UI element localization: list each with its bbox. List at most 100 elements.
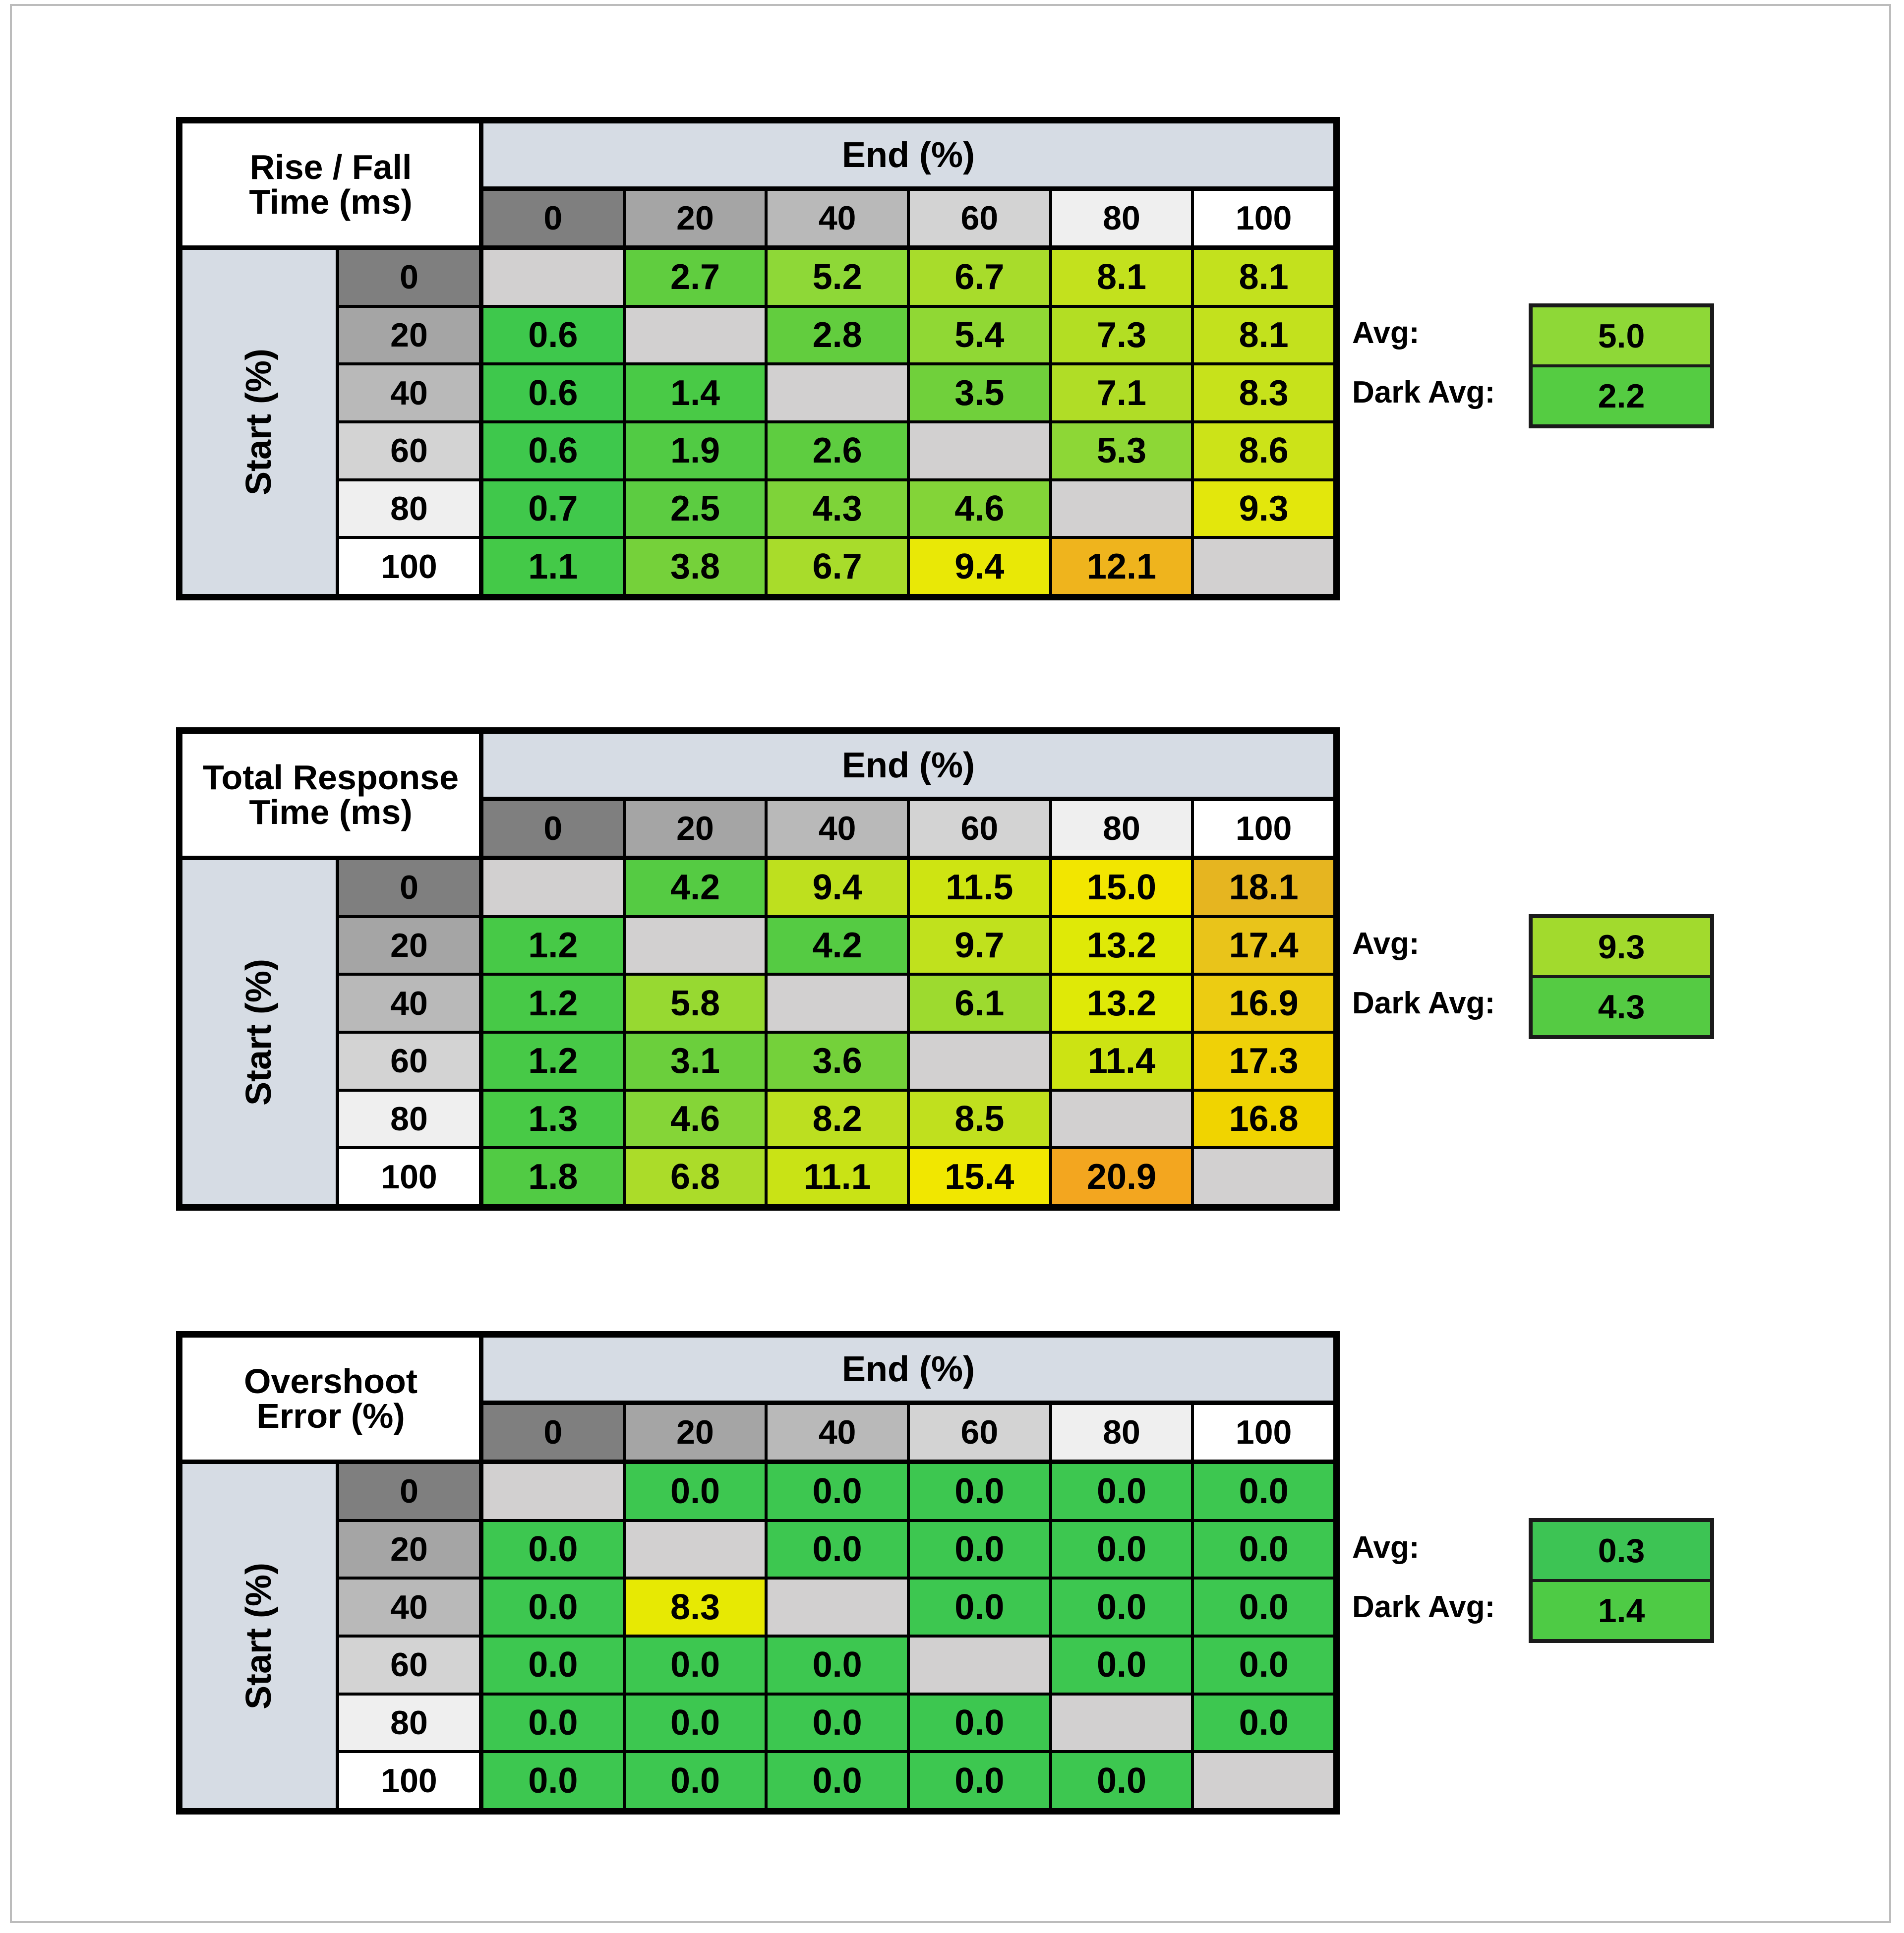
diagonal-cell (482, 248, 624, 306)
diagonal-cell (624, 1520, 767, 1579)
heatmap-cell: 12.1 (1050, 537, 1193, 595)
col-header-cell: 20 (624, 799, 767, 859)
col-axis-label: End (%) (482, 732, 1335, 799)
row-header-cell: 40 (338, 974, 482, 1032)
heatmap-cell: 0.0 (1050, 1636, 1193, 1694)
heatmap-cell: 0.0 (1050, 1578, 1193, 1636)
heatmap-cell: 13.2 (1050, 974, 1193, 1032)
avg-label: Avg: (1352, 1530, 1420, 1565)
table-title-line2: Time (ms) (249, 182, 413, 221)
dark-avg-label: Dark Avg: (1352, 375, 1495, 410)
diagonal-cell (1192, 537, 1335, 595)
col-header-cell: 80 (1050, 1403, 1193, 1463)
row-header-cell: 40 (338, 1578, 482, 1636)
heatmap-cell: 0.0 (766, 1636, 908, 1694)
heatmap-cell: 0.0 (482, 1520, 624, 1579)
heatmap-cell: 8.2 (766, 1090, 908, 1148)
row-header-cell: 80 (338, 479, 482, 538)
diagonal-cell (908, 421, 1051, 480)
avg-labels-total-response: Avg: Dark Avg: (1352, 914, 1526, 1033)
heatmap-cell: 4.2 (624, 859, 767, 917)
heatmap-cell: 9.7 (908, 916, 1051, 975)
row-axis-label: Start (%) (239, 958, 279, 1106)
heatmap-cell: 0.0 (624, 1463, 767, 1521)
col-header-cell: 60 (908, 189, 1051, 248)
row-header-cell: 80 (338, 1694, 482, 1752)
diagonal-cell (766, 974, 908, 1032)
col-header-cell: 40 (766, 1403, 908, 1463)
heatmap-cell: 0.0 (766, 1463, 908, 1521)
avg-labels-rise-fall: Avg: Dark Avg: (1352, 303, 1526, 422)
heatmap-cell: 1.8 (482, 1148, 624, 1206)
heatmap-cell: 0.0 (1050, 1520, 1193, 1579)
heatmap-cell: 7.1 (1050, 364, 1193, 422)
row-axis-band: Start (%) (181, 859, 338, 1206)
row-header-cell: 20 (338, 916, 482, 975)
heatmap-cell: 4.6 (908, 479, 1051, 538)
dark-avg-value: 1.4 (1533, 1579, 1710, 1639)
rise-fall-time-table: Rise / Fall Time (ms) End (%) Start (%) … (176, 117, 1340, 600)
heatmap-cell: 0.0 (1050, 1463, 1193, 1521)
heatmap-cell: 0.0 (1192, 1636, 1335, 1694)
heatmap-cell: 20.9 (1050, 1148, 1193, 1206)
heatmap-cell: 0.6 (482, 421, 624, 480)
heatmap-cell: 1.2 (482, 916, 624, 975)
row-axis-band: Start (%) (181, 248, 338, 595)
heatmap-cell: 0.0 (1192, 1694, 1335, 1752)
table-title-line2: Error (%) (256, 1397, 405, 1435)
heatmap-cell: 3.5 (908, 364, 1051, 422)
heatmap-cell: 4.6 (624, 1090, 767, 1148)
avg-box-overshoot: 0.3 1.4 (1529, 1518, 1714, 1643)
heatmap-cell: 0.7 (482, 479, 624, 538)
diagonal-cell (482, 1463, 624, 1521)
row-header-cell: 0 (338, 248, 482, 306)
heatmap-cell: 1.1 (482, 537, 624, 595)
avg-label: Avg: (1352, 927, 1420, 961)
avg-value: 5.0 (1533, 307, 1710, 364)
row-header-cell: 60 (338, 1032, 482, 1090)
heatmap-cell: 1.2 (482, 974, 624, 1032)
heatmap-cell: 1.3 (482, 1090, 624, 1148)
diagonal-cell (908, 1636, 1051, 1694)
diagonal-cell (1050, 1694, 1193, 1752)
table-title-line1: Rise / Fall (249, 148, 412, 186)
row-header-cell: 20 (338, 306, 482, 364)
heatmap-cell: 17.3 (1192, 1032, 1335, 1090)
row-header-cell: 100 (338, 1148, 482, 1206)
row-axis-label: Start (%) (239, 348, 279, 495)
table-title-rise-fall: Rise / Fall Time (ms) (181, 122, 482, 248)
dark-avg-value: 4.3 (1533, 975, 1710, 1035)
row-header-cell: 80 (338, 1090, 482, 1148)
table-title-line1: Total Response (202, 758, 459, 797)
heatmap-cell: 1.4 (624, 364, 767, 422)
heatmap-cell: 9.4 (766, 859, 908, 917)
heatmap-cell: 0.0 (908, 1520, 1051, 1579)
heatmap-cell: 8.3 (1192, 364, 1335, 422)
col-header-cell: 40 (766, 799, 908, 859)
col-header-cell: 20 (624, 1403, 767, 1463)
row-header-cell: 40 (338, 364, 482, 422)
heatmap-cell: 3.1 (624, 1032, 767, 1090)
table-title-total-response: Total Response Time (ms) (181, 732, 482, 859)
heatmap-cell: 5.4 (908, 306, 1051, 364)
col-header-cell: 100 (1192, 799, 1335, 859)
heatmap-cell: 8.1 (1050, 248, 1193, 306)
dark-avg-value: 2.2 (1533, 364, 1710, 424)
diagonal-cell (482, 859, 624, 917)
heatmap-cell: 11.1 (766, 1148, 908, 1206)
heatmap-cell: 15.0 (1050, 859, 1193, 917)
avg-value: 9.3 (1533, 918, 1710, 975)
heatmap-cell: 16.9 (1192, 974, 1335, 1032)
heatmap-cell: 3.6 (766, 1032, 908, 1090)
heatmap-cell: 9.4 (908, 537, 1051, 595)
heatmap-cell: 2.7 (624, 248, 767, 306)
row-header-cell: 0 (338, 1463, 482, 1521)
row-header-cell: 60 (338, 421, 482, 480)
heatmap-cell: 17.4 (1192, 916, 1335, 975)
heatmap-cell: 2.6 (766, 421, 908, 480)
heatmap-cell: 0.0 (908, 1463, 1051, 1521)
col-header-cell: 60 (908, 1403, 1051, 1463)
heatmap-cell: 0.0 (908, 1694, 1051, 1752)
heatmap-cell: 2.5 (624, 479, 767, 538)
